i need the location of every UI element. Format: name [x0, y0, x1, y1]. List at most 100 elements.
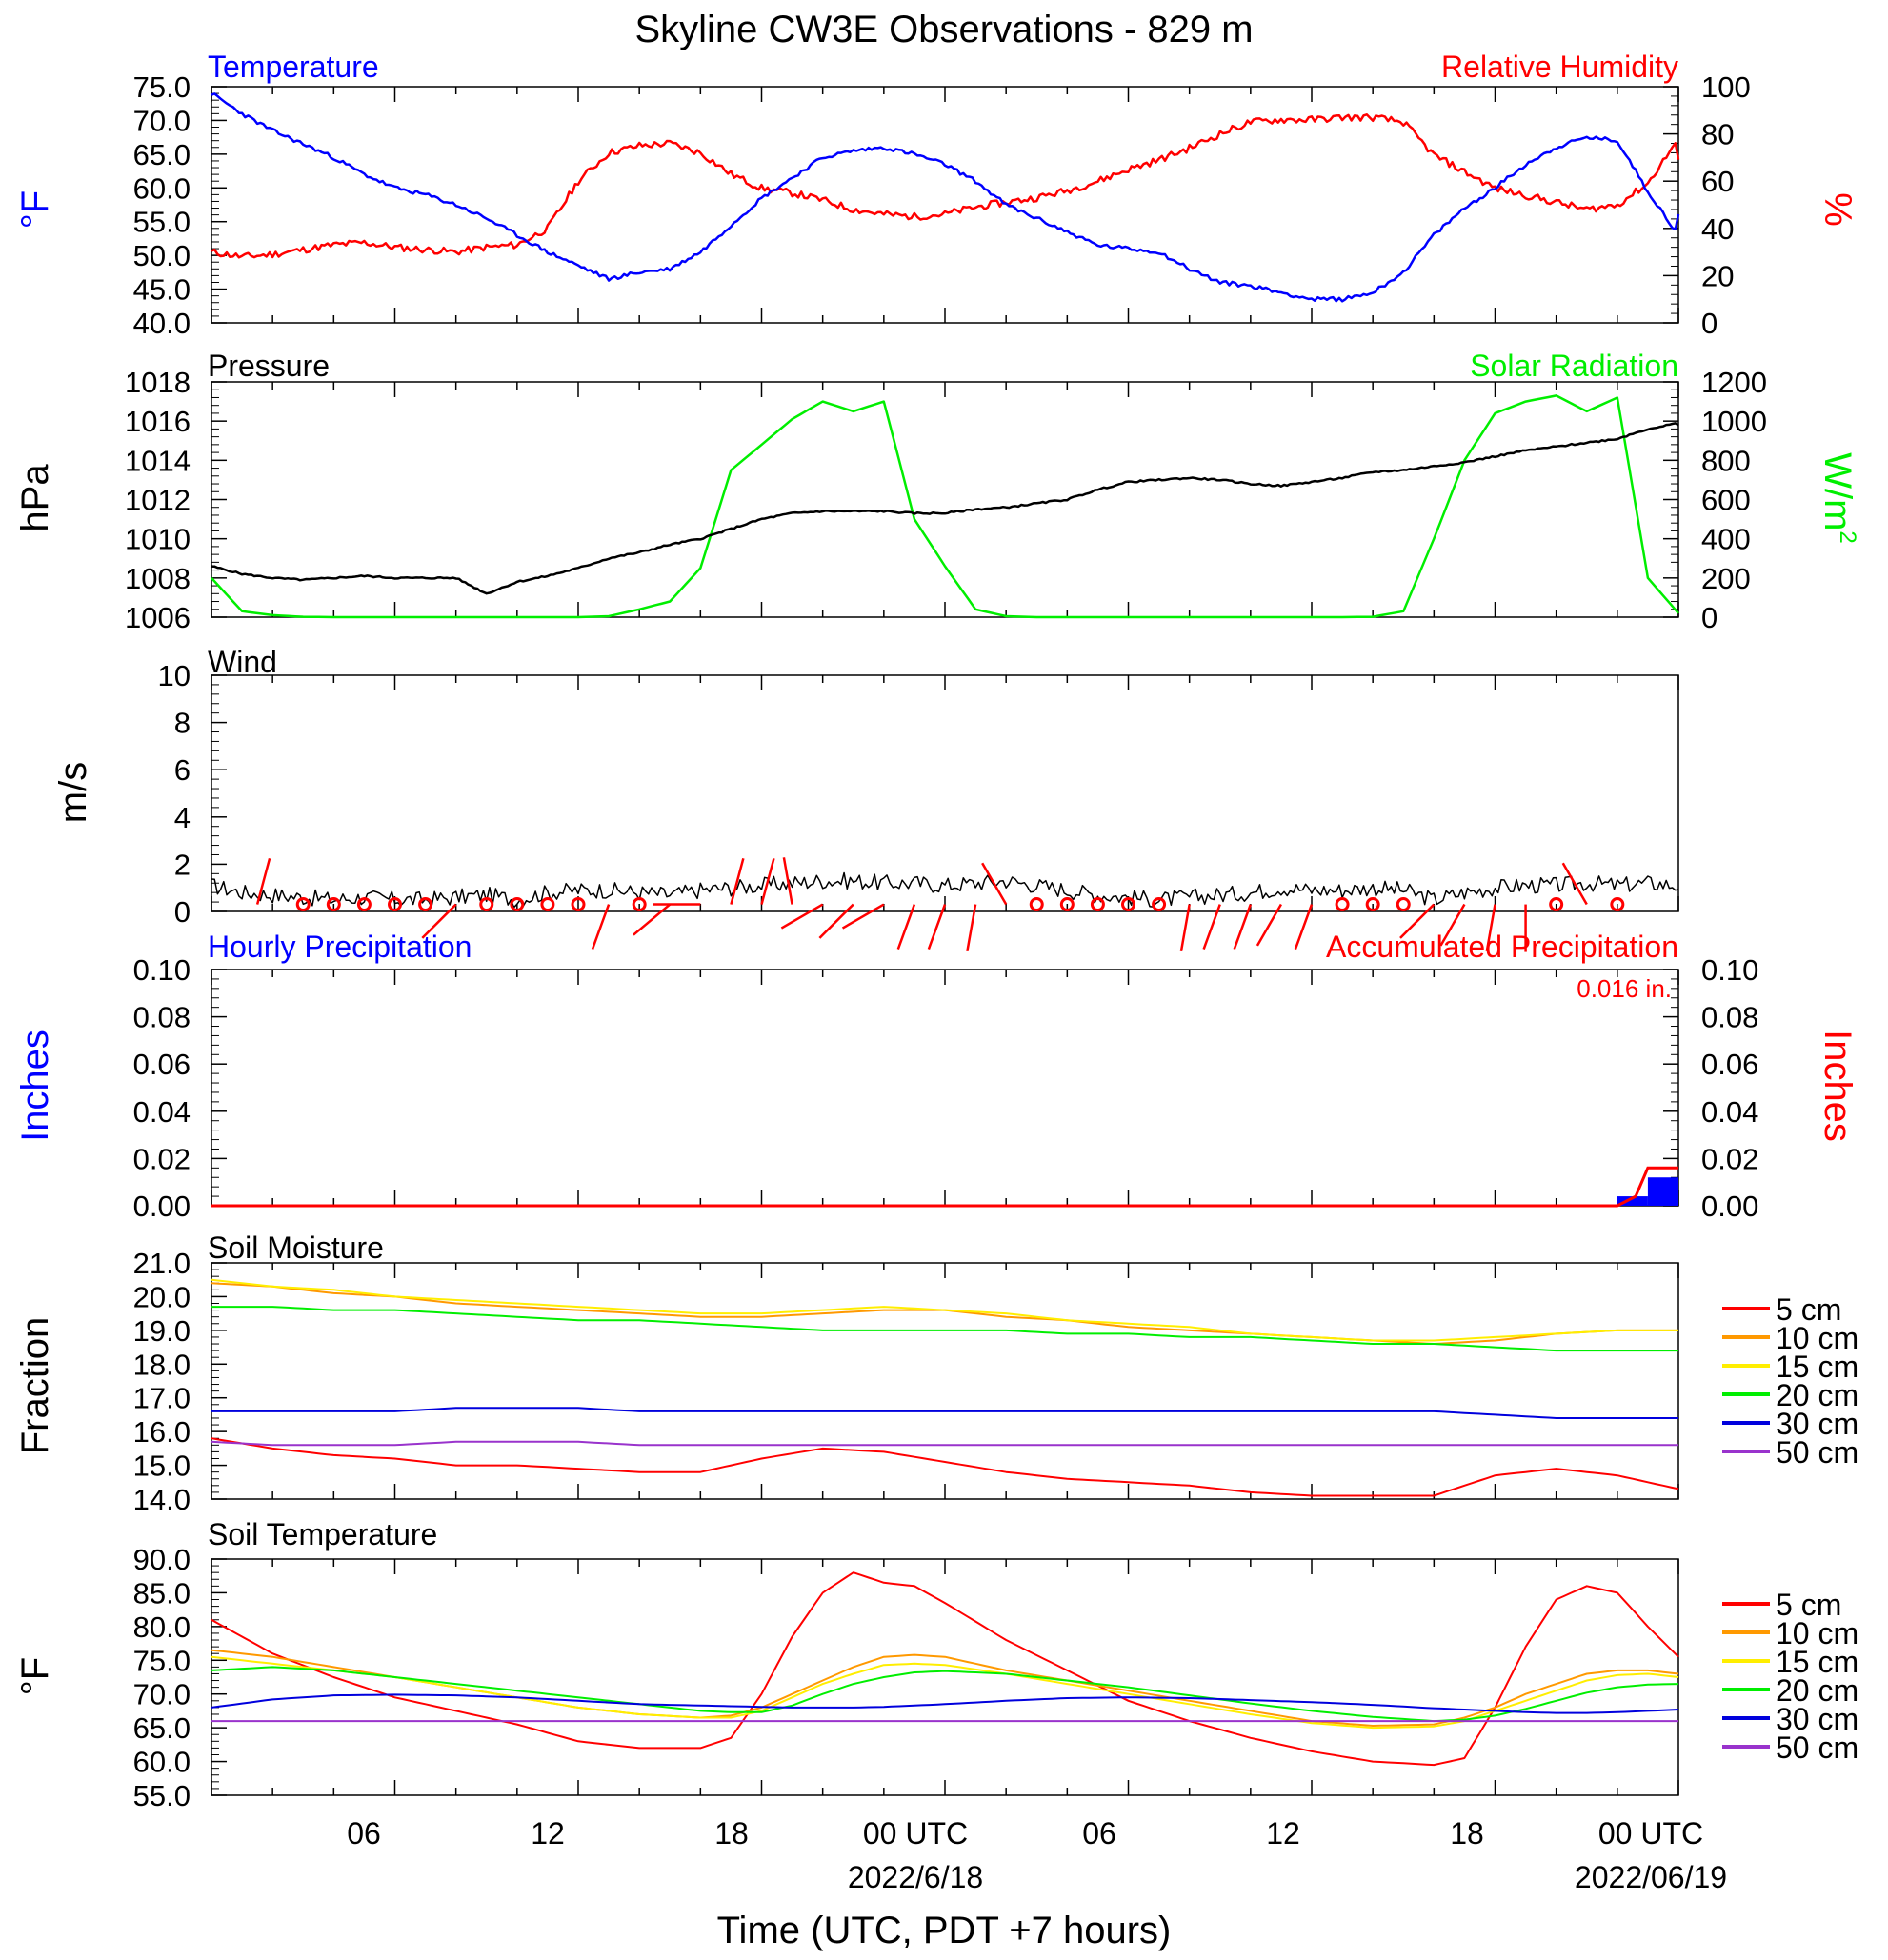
precip-total-label: 0.016 in.	[1577, 974, 1672, 1003]
wind-barb	[1485, 904, 1496, 952]
calm-wind-marker	[632, 897, 647, 912]
pressure-title: Pressure	[208, 349, 330, 383]
accum-precip-axis-label: Inches	[1817, 1030, 1858, 1142]
soil-temperature-line	[211, 1666, 1679, 1723]
calm-wind-marker	[418, 897, 433, 912]
y-tick-label: 40	[1701, 212, 1734, 246]
y-tick-label: 75.0	[133, 1644, 191, 1677]
calm-wind-marker	[1152, 897, 1167, 912]
y-tick-label: 0.02	[133, 1142, 191, 1175]
y-tick-label: 65.0	[133, 1711, 191, 1745]
y-tick-label: 400	[1701, 523, 1751, 556]
wind-barb	[841, 903, 885, 930]
legend-label: 20 cm	[1776, 1378, 1858, 1412]
soil-moisture-line	[211, 1407, 1678, 1419]
solar-unit-superscript: 2	[1835, 530, 1860, 543]
wind-barb	[255, 857, 271, 905]
calm-wind-marker	[1335, 897, 1350, 912]
wind-barb	[1439, 903, 1466, 947]
legend-label: 50 cm	[1776, 1435, 1858, 1470]
y-tick-label: 1000	[1701, 405, 1767, 438]
accum-precip-title: Accumulated Precipitation	[1326, 930, 1678, 964]
y-tick-label: 60.0	[133, 1746, 191, 1779]
soil-temperature-line	[211, 1571, 1679, 1767]
y-tick-label: 40.0	[133, 307, 191, 340]
y-tick-label: 80.0	[133, 1610, 191, 1644]
y-tick-label: 0.08	[133, 1001, 191, 1034]
legend-label: 30 cm	[1776, 1407, 1858, 1441]
x-axis-label: Time (UTC, PDT +7 hours)	[717, 1910, 1172, 1951]
wind-barb	[780, 903, 824, 930]
x-tick-label: 00 UTC	[863, 1816, 968, 1850]
humidity-axis-label: %	[1817, 192, 1858, 227]
precipitation-panel: Hourly Precipitation Accumulated Precipi…	[14, 930, 1858, 1223]
calm-wind-marker	[295, 897, 311, 912]
plot-frame	[211, 86, 1679, 324]
accum-precip-line	[211, 1166, 1678, 1208]
calm-wind-marker	[388, 897, 402, 912]
y-tick-label: 1016	[125, 405, 191, 438]
soil-temperature-title: Soil Temperature	[208, 1517, 437, 1551]
y-tick-label: 60	[1701, 165, 1734, 198]
wind-barb	[1233, 904, 1253, 950]
y-tick-label: 1010	[125, 523, 191, 556]
calm-wind-marker	[1549, 897, 1564, 912]
y-tick-label: 85.0	[133, 1576, 191, 1610]
calm-wind-marker	[571, 897, 586, 912]
y-tick-label: 16.0	[133, 1415, 191, 1449]
y-tick-label: 70.0	[133, 1678, 191, 1711]
y-tick-label: 75.0	[133, 70, 191, 104]
wind-barb	[1561, 862, 1588, 906]
y-tick-label: 0	[1701, 601, 1717, 634]
y-tick-label: 1018	[125, 366, 191, 399]
calm-wind-marker	[510, 897, 525, 912]
solar-line	[211, 394, 1679, 619]
wind-barb	[981, 862, 1008, 906]
legend-label: 10 cm	[1776, 1321, 1858, 1355]
y-tick-label: 800	[1701, 444, 1751, 477]
wind-barb	[421, 903, 457, 939]
y-tick-label: 18.0	[133, 1348, 191, 1381]
y-tick-label: 19.0	[133, 1314, 191, 1348]
soil-moisture-line	[211, 1437, 1679, 1497]
soil-moisture-axis-label: Fraction	[14, 1317, 56, 1455]
y-tick-label: 1012	[125, 484, 191, 517]
wind-barb	[591, 904, 611, 950]
hourly-precip-bar	[1617, 1196, 1648, 1206]
x-tick-label: 00 UTC	[1598, 1816, 1703, 1850]
x-tick-label: 12	[531, 1816, 565, 1850]
wind-barb	[1179, 904, 1191, 952]
calm-wind-marker	[540, 897, 555, 912]
x-tick-label: 06	[1082, 1816, 1116, 1850]
y-tick-label: 55.0	[133, 206, 191, 239]
temperature-axis-label: °F	[14, 190, 56, 229]
soil-temperature-axis-label: °F	[14, 1657, 56, 1695]
pressure-line	[211, 422, 1679, 595]
calm-wind-marker	[479, 897, 494, 912]
y-tick-label: 200	[1701, 562, 1751, 595]
y-tick-label: 0.02	[1701, 1142, 1758, 1175]
hourly-precip-title: Hourly Precipitation	[208, 930, 472, 964]
pressure-axis-label: hPa	[14, 464, 56, 532]
y-tick-label: 1014	[125, 444, 191, 477]
y-tick-label: 65.0	[133, 138, 191, 171]
y-tick-label: 20.0	[133, 1280, 191, 1313]
calm-wind-marker	[356, 897, 372, 912]
hourly-precip-axis-label: Inches	[14, 1030, 56, 1142]
wind-barb	[1294, 904, 1314, 950]
solar-axis-label: W/m2	[1817, 452, 1860, 544]
y-tick-label: 0	[174, 895, 191, 929]
y-tick-label: 50.0	[133, 239, 191, 272]
plot-frame	[211, 969, 1679, 1207]
calm-wind-marker	[326, 897, 341, 912]
plot-frame	[211, 381, 1679, 618]
wind-barb	[633, 903, 672, 936]
wind-barb	[966, 904, 977, 952]
calm-wind-marker	[1365, 897, 1380, 912]
x-date-label: 2022/06/19	[1575, 1860, 1727, 1894]
calm-wind-marker	[1059, 897, 1075, 912]
solar-unit: W/m	[1817, 452, 1858, 530]
hourly-precip-bar	[1647, 1177, 1678, 1206]
y-tick-label: 20	[1701, 259, 1734, 292]
